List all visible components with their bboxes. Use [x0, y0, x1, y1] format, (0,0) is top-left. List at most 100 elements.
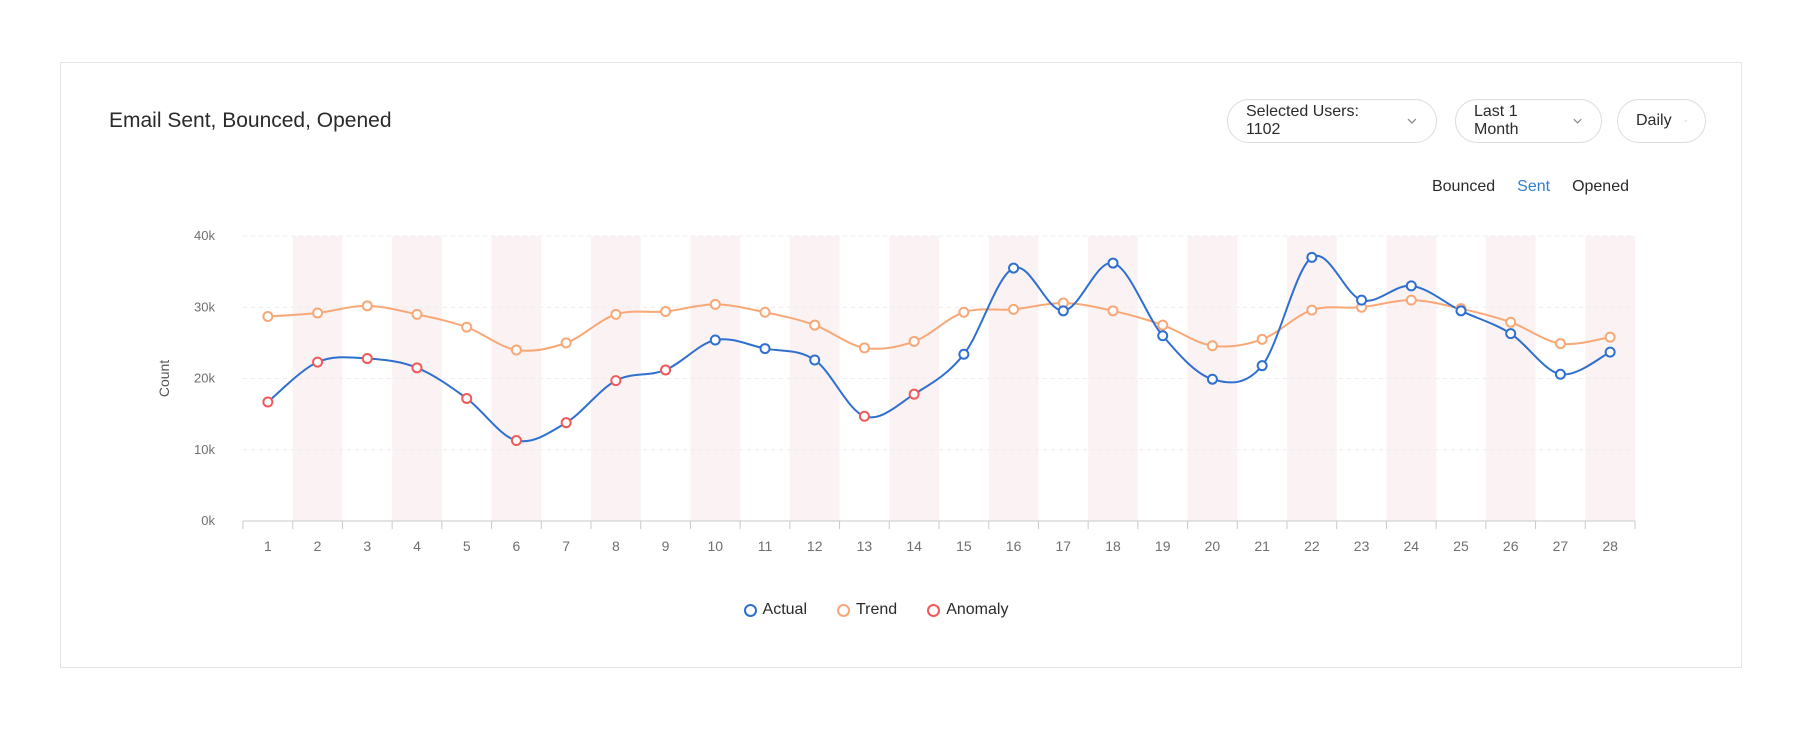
tab-opened[interactable]: Opened [1572, 178, 1629, 195]
y-axis-title: Count [156, 360, 172, 397]
x-tick-label: 16 [1006, 538, 1022, 554]
y-tick-label: 40k [194, 228, 215, 243]
y-tick-label: 10k [194, 442, 215, 457]
column-band [1585, 236, 1635, 521]
trend-point [262, 311, 274, 323]
x-tick-label: 19 [1155, 538, 1171, 554]
trend-point [858, 342, 870, 354]
tab-sent[interactable]: Sent [1517, 178, 1551, 195]
trend-point [660, 306, 672, 318]
x-tick-label: 4 [413, 538, 421, 554]
chart-title: Email Sent, Bounced, Opened [109, 109, 392, 132]
legend-item-actual[interactable]: Actual [743, 601, 807, 619]
actual-point [1554, 368, 1566, 380]
trend-point [411, 308, 423, 320]
legend-item-anomaly[interactable]: Anomaly [927, 601, 1008, 619]
anomaly-point [660, 364, 672, 376]
trend-point [809, 319, 821, 331]
actual-point [1604, 346, 1616, 358]
trend-point [908, 335, 920, 347]
anomaly-point [908, 388, 920, 400]
column-band [1088, 236, 1138, 521]
x-tick-label: 24 [1403, 538, 1419, 554]
anomaly-point [361, 353, 373, 365]
trend-point [1306, 304, 1318, 316]
x-tick-label: 27 [1553, 538, 1569, 554]
anomaly-point [312, 356, 324, 368]
x-tick-label: 10 [707, 538, 723, 554]
x-tick-label: 5 [463, 538, 471, 554]
x-tick-label: 12 [807, 538, 823, 554]
anomaly-point [510, 434, 522, 446]
trend-point [1604, 331, 1616, 343]
actual-point [1107, 257, 1119, 269]
x-tick-label: 7 [562, 538, 570, 554]
x-tick-label: 2 [314, 538, 322, 554]
x-tick-label: 9 [662, 538, 670, 554]
y-tick-label: 0k [201, 513, 215, 528]
x-tick-label: 6 [513, 538, 521, 554]
actual-point [1505, 328, 1517, 340]
trend-point [958, 306, 970, 318]
actual-point [958, 348, 970, 360]
trend-point [560, 337, 572, 349]
circle-outline-icon [927, 603, 941, 617]
y-tick-label: 20k [194, 371, 215, 386]
granularity-dropdown[interactable]: Daily [1617, 99, 1706, 143]
trend-point [1107, 305, 1119, 317]
legend-label-actual: Actual [762, 601, 807, 618]
date-range-label: Last 1 Month [1474, 103, 1519, 138]
x-tick-label: 11 [758, 538, 773, 554]
trend-point [1206, 340, 1218, 352]
column-band [392, 236, 442, 521]
actual-point [1008, 262, 1020, 274]
x-tick-label: 13 [857, 538, 873, 554]
actual-point [1306, 251, 1318, 263]
x-tick-label: 8 [612, 538, 620, 554]
trend-point [312, 307, 324, 319]
circle-outline-icon [837, 603, 850, 617]
actual-point [759, 343, 771, 355]
actual-point [1256, 360, 1268, 372]
chevron-down-icon [1573, 118, 1582, 124]
actual-point [1057, 305, 1069, 317]
selected-users-label: Selected Users: 1102 [1246, 103, 1359, 138]
x-tick-label: 18 [1105, 538, 1121, 554]
trend-point [709, 298, 721, 310]
x-tick-label: 15 [956, 538, 972, 554]
date-range-dropdown[interactable]: Last 1 Month [1455, 99, 1602, 143]
trend-point [610, 308, 622, 320]
x-tick-label: 1 [264, 538, 272, 554]
trend-point [1554, 338, 1566, 350]
series-line-trend [267, 299, 1611, 352]
anomaly-point [461, 392, 473, 404]
chevron-down-icon [1684, 120, 1687, 122]
actual-point [1157, 330, 1169, 342]
x-tick-label: 17 [1055, 538, 1071, 554]
anomaly-point [262, 396, 274, 408]
chevron-down-icon [1407, 118, 1417, 124]
actual-point [709, 334, 721, 346]
trend-point [1405, 294, 1417, 306]
x-tick-label: 21 [1254, 538, 1270, 554]
trend-point [759, 306, 771, 318]
trend-point [461, 321, 473, 333]
x-tick-label: 3 [363, 538, 371, 554]
x-tick-label: 20 [1205, 538, 1221, 554]
legend-item-trend[interactable]: Trend [837, 601, 897, 619]
metric-tabs: Bounced Sent Opened [1432, 178, 1629, 196]
actual-point [809, 354, 821, 366]
selected-users-dropdown[interactable]: Selected Users: 1102 [1227, 99, 1437, 143]
column-band [889, 236, 939, 521]
anomaly-point [858, 410, 870, 422]
anomaly-point [411, 362, 423, 374]
x-tick-label: 25 [1453, 538, 1469, 554]
x-tick-label: 22 [1304, 538, 1320, 554]
actual-point [1206, 373, 1218, 385]
actual-point [1405, 280, 1417, 292]
legend-label-trend: Trend [856, 601, 898, 618]
anomaly-point [610, 375, 622, 387]
tab-bounced[interactable]: Bounced [1431, 178, 1496, 195]
legend-label-anomaly: Anomaly [946, 601, 1009, 618]
